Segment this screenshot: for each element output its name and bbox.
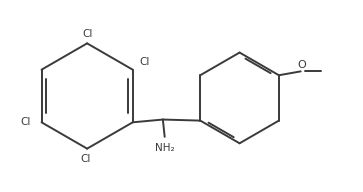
Text: Cl: Cl [82, 29, 92, 39]
Text: NH₂: NH₂ [155, 143, 175, 153]
Text: Cl: Cl [80, 154, 90, 164]
Text: Cl: Cl [20, 117, 30, 127]
Text: Cl: Cl [139, 57, 150, 67]
Text: O: O [297, 60, 306, 70]
